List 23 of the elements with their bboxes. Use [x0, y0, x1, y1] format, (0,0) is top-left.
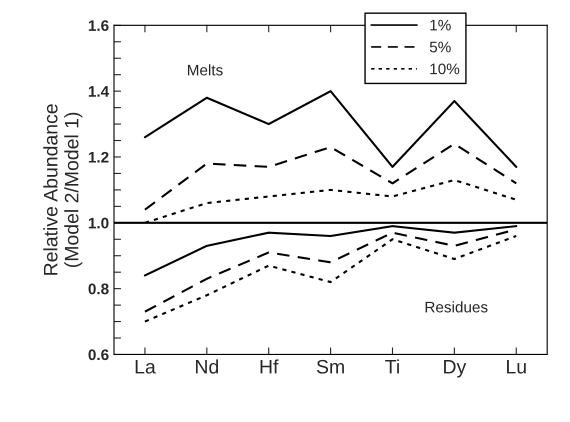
x-tick-label: Hf [260, 359, 278, 374]
x-tick-label: Sm [316, 360, 344, 374]
y-tick-label: 0.8 [88, 284, 109, 294]
annotation: Residues [426, 301, 488, 312]
y-tick-label: 1.2 [88, 152, 109, 163]
annotation: Melts [188, 64, 223, 76]
legend-label: 1% [430, 20, 451, 30]
line-series [144, 234, 518, 323]
y-tick-label: 1.0 [88, 218, 109, 228]
line-series [144, 228, 518, 313]
line-series [144, 90, 518, 168]
x-tick-label: Lu [507, 360, 526, 374]
x-tick-label: Nd [196, 359, 218, 374]
x-tick-label: La [136, 360, 156, 374]
y-tick-label: 1.4 [88, 86, 110, 97]
y-axis-title: Relative Abundance (Model 2/Model 1) [43, 104, 82, 275]
x-tick-label: Dy [444, 360, 466, 378]
legend-label: 5% [430, 42, 451, 52]
x-tick-label: Ti [385, 359, 399, 374]
line-series [144, 142, 518, 211]
legend-label: 10% [430, 63, 460, 74]
y-tick-label: 0.6 [88, 349, 109, 360]
y-tick-label: 1.6 [88, 20, 109, 32]
